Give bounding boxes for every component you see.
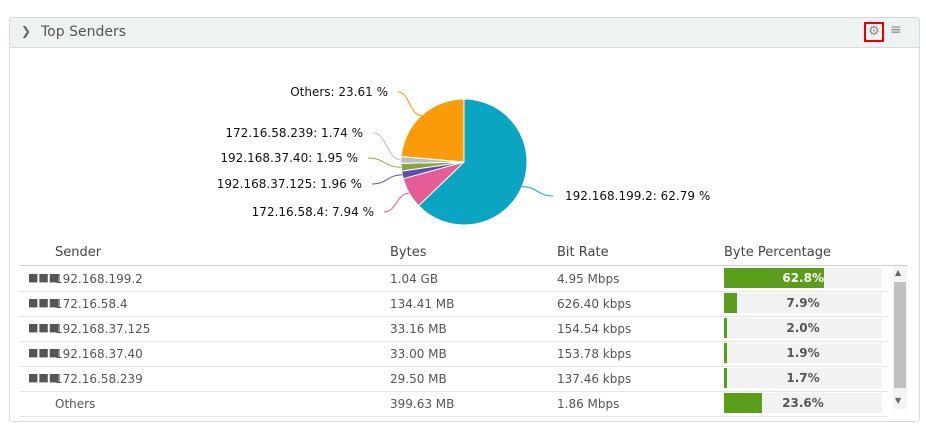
bytes-cell: 29.50 MB	[390, 372, 447, 386]
pie-leader-line	[371, 174, 403, 185]
pie-leader-line	[521, 186, 554, 197]
header-divider	[20, 265, 908, 266]
row-menu-icon[interactable]: ■■■	[28, 321, 60, 334]
header-bytes[interactable]: Bytes	[390, 245, 427, 260]
scrollbar-thumb[interactable]	[894, 282, 906, 388]
bar-fill	[724, 343, 728, 363]
sender-cell[interactable]: 192.168.199.2	[55, 272, 143, 286]
gear-icon[interactable]: ⚙	[864, 22, 884, 42]
pie-label: 192.168.37.40: 1.95 %	[220, 151, 358, 165]
bytes-cell: 399.63 MB	[390, 397, 455, 411]
menu-icon[interactable]: ≡	[890, 22, 902, 38]
byte-percentage-label: 2.0%	[786, 321, 820, 335]
sender-cell[interactable]: 172.16.58.239	[55, 372, 143, 386]
sender-cell[interactable]: 192.168.37.125	[55, 322, 151, 336]
pie-leader-line	[383, 192, 410, 213]
bit-rate-cell: 626.40 kbps	[557, 297, 632, 311]
panel-header: ❯ Top Senders ⚙ ≡	[10, 18, 919, 48]
pie-label: 172.16.58.239: 1.74 %	[225, 126, 363, 140]
byte-percentage-label: 1.7%	[786, 371, 820, 385]
byte-percentage-bar: 23.6%	[724, 393, 882, 413]
bar-fill	[724, 293, 737, 313]
table-row[interactable]: ■■■ 172.16.58.4 134.41 MB 626.40 kbps 7.9%	[20, 291, 888, 317]
pie-label: 192.168.199.2: 62.79 %	[565, 189, 710, 203]
byte-percentage-bar: 1.9%	[724, 343, 882, 363]
bit-rate-cell: 153.78 kbps	[557, 347, 632, 361]
pie-leader-line	[372, 132, 402, 161]
table-row[interactable]: ■■■ 192.168.199.2 1.04 GB 4.95 Mbps 62.8%	[20, 266, 888, 292]
bytes-cell: 1.04 GB	[390, 272, 439, 286]
bar-fill	[724, 368, 727, 388]
byte-percentage-bar: 7.9%	[724, 293, 882, 313]
byte-percentage-bar: 1.7%	[724, 368, 882, 388]
byte-percentage-bar: 62.8%	[724, 268, 882, 288]
row-menu-icon[interactable]: ■■■	[28, 371, 60, 384]
chevron-down-icon[interactable]: ❯	[21, 24, 32, 38]
header-sender[interactable]: Sender	[55, 245, 102, 260]
bit-rate-cell: 137.46 kbps	[557, 372, 632, 386]
bytes-cell: 33.16 MB	[390, 322, 447, 336]
pie-chart: 192.168.199.2: 62.79 % 172.16.58.4: 7.94 …	[217, 85, 710, 226]
scroll-down-icon[interactable]: ▼	[895, 396, 902, 405]
bar-fill	[724, 318, 728, 338]
pie-label: 172.16.58.4: 7.94 %	[252, 205, 374, 219]
bar-fill	[724, 393, 762, 413]
pie-label: 192.168.37.125: 1.96 %	[217, 177, 362, 191]
header-byte-percentage[interactable]: Byte Percentage	[724, 245, 831, 260]
row-menu-icon[interactable]: ■■■	[28, 296, 60, 309]
byte-percentage-label: 7.9%	[786, 296, 820, 310]
pie-slice[interactable]	[400, 98, 465, 163]
byte-percentage-label: 1.9%	[786, 346, 820, 360]
bit-rate-cell: 1.86 Mbps	[557, 397, 620, 411]
row-menu-icon[interactable]: ■■■	[28, 271, 60, 284]
bytes-cell: 33.00 MB	[390, 347, 447, 361]
table-row[interactable]: ■■■ 172.16.58.239 29.50 MB 137.46 kbps 1.7%	[20, 366, 888, 392]
header-bit-rate[interactable]: Bit Rate	[557, 245, 609, 260]
bit-rate-cell: 154.54 kbps	[557, 322, 632, 336]
table-row[interactable]: Others 399.63 MB 1.86 Mbps 23.6%	[20, 391, 888, 417]
byte-percentage-bar: 2.0%	[724, 318, 882, 338]
top-senders-panel: ❯ Top Senders ⚙ ≡	[9, 17, 920, 422]
scroll-up-icon[interactable]: ▲	[895, 268, 902, 277]
pie-label: Others: 23.61 %	[290, 85, 388, 99]
sender-cell[interactable]: 172.16.58.4	[55, 297, 128, 311]
bytes-cell: 134.41 MB	[390, 297, 455, 311]
row-menu-icon[interactable]: ■■■	[28, 346, 60, 359]
table-row[interactable]: ■■■ 192.168.37.40 33.00 MB 153.78 kbps 1.9%	[20, 341, 888, 367]
bit-rate-cell: 4.95 Mbps	[557, 272, 620, 286]
panel-title: Top Senders	[41, 24, 126, 40]
sender-cell[interactable]: Others	[55, 397, 96, 411]
bar-fill	[724, 268, 825, 288]
table-row[interactable]: ■■■ 192.168.37.125 33.16 MB 154.54 kbps 2.0%	[20, 316, 888, 342]
scrollbar[interactable]: ▲ ▼	[893, 266, 907, 409]
sender-cell[interactable]: 192.168.37.40	[55, 347, 143, 361]
byte-percentage-label: 62.8%	[782, 271, 824, 285]
pie-leader-line	[397, 91, 422, 117]
byte-percentage-label: 23.6%	[782, 396, 824, 410]
pie-leader-line	[367, 157, 402, 168]
